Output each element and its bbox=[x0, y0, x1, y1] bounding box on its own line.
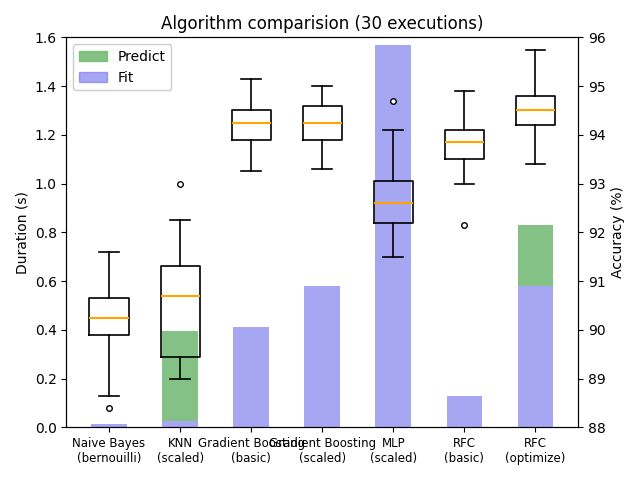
Bar bbox=[518, 286, 553, 427]
Bar bbox=[163, 421, 198, 427]
Bar bbox=[305, 286, 340, 427]
Bar bbox=[92, 424, 127, 427]
Bar bbox=[518, 225, 553, 286]
Y-axis label: Accuracy (%): Accuracy (%) bbox=[611, 186, 625, 278]
Bar bbox=[163, 331, 198, 421]
Legend: Predict, Fit: Predict, Fit bbox=[74, 44, 172, 90]
Title: Algorithm comparision (30 executions): Algorithm comparision (30 executions) bbox=[161, 15, 483, 33]
Bar bbox=[234, 327, 269, 427]
Y-axis label: Duration (s): Duration (s) bbox=[15, 191, 29, 274]
Bar bbox=[447, 396, 482, 427]
Bar bbox=[376, 45, 411, 427]
